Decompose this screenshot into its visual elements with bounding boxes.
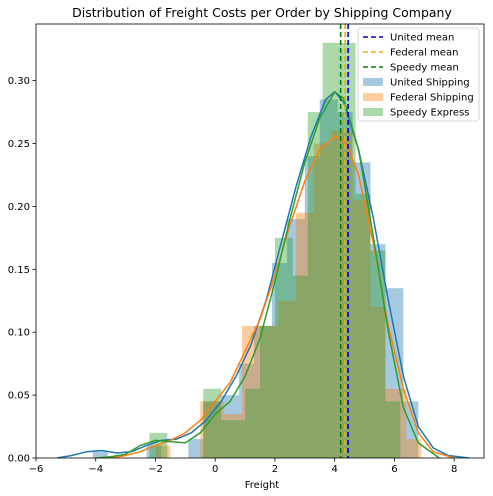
series-bars-1 [155, 130, 422, 458]
histogram-bar [221, 395, 240, 458]
histogram-bar [188, 439, 204, 458]
histogram-bar [370, 307, 386, 458]
x-tick-label: 8 [451, 464, 457, 475]
x-tick-label: 2 [272, 464, 278, 475]
histogram-bar [260, 325, 275, 458]
histogram-bar [295, 212, 314, 458]
histogram-bar [385, 401, 401, 458]
histogram-bar [221, 420, 246, 458]
histogram-bar [286, 218, 305, 458]
legend-label: Speedy mean [390, 63, 459, 74]
plot-area [56, 24, 470, 458]
histogram-bar [370, 244, 386, 458]
histogram-bar [242, 325, 258, 458]
histogram-bar [274, 237, 293, 458]
x-tick-label: 6 [391, 464, 397, 475]
y-tick-label: 0.30 [8, 76, 30, 87]
histogram-bar [254, 325, 272, 458]
histogram-bar [319, 99, 338, 458]
histogram-bar [155, 445, 171, 458]
y-tick-label: 0.05 [8, 391, 30, 402]
legend-label: Federal Shipping [390, 93, 474, 104]
histogram-bar [224, 413, 243, 458]
x-axis-label: Freight [245, 480, 280, 491]
histogram-bar [203, 401, 222, 458]
y-tick-label: 0.25 [8, 139, 30, 150]
axes: −6 −4 −2 0 2 4 6 8 0.00 0.05 0.10 0.15 0.20 0.25 0.30 [8, 23, 485, 475]
x-tick-label: −4 [88, 464, 103, 475]
histogram-bar [313, 143, 332, 458]
histogram-bar [385, 388, 407, 458]
x-tick-label: 0 [212, 464, 218, 475]
histogram-bar [370, 250, 386, 458]
histogram-bar [406, 439, 422, 458]
x-tick-label: −2 [148, 464, 163, 475]
histogram-bar [200, 401, 225, 458]
histogram-bar [322, 42, 341, 458]
histogram-bar [239, 363, 255, 458]
legend: United mean Federal mean Speedy mean United… [357, 27, 480, 122]
histogram-bar [352, 162, 371, 458]
histogram-bar [292, 275, 308, 458]
legend-label: United Shipping [390, 78, 470, 89]
legend-swatch-patch [363, 78, 383, 86]
kde-curve-2 [95, 90, 440, 458]
histogram-bar [92, 451, 108, 458]
histogram-bar [355, 193, 371, 458]
histogram-bar [149, 432, 168, 458]
histogram-bar [245, 388, 260, 458]
legend-box [357, 27, 480, 122]
y-tick-label: 0.10 [8, 328, 30, 339]
legend-swatch-patch [363, 108, 383, 116]
y-tick-label: 0.00 [8, 454, 30, 465]
chart-title: Distribution of Freight Costs per Order … [72, 5, 452, 20]
histogram-bar [307, 112, 323, 458]
histogram-bar [257, 325, 278, 458]
series-bars-0 [92, 99, 419, 458]
x-tick-label: 4 [331, 464, 337, 475]
histogram-bar [271, 263, 287, 458]
legend-label: Speedy Express [390, 108, 470, 119]
histogram-bar [277, 300, 296, 458]
histogram-bar [304, 156, 320, 458]
histogram-bar [146, 445, 162, 458]
y-tick-label: 0.15 [8, 265, 30, 276]
legend-swatch-patch [363, 93, 383, 101]
histogram-bar [203, 388, 222, 458]
x-tick-label: −6 [29, 464, 44, 475]
histogram-bar [352, 200, 371, 458]
legend-label: Federal mean [390, 48, 458, 59]
y-tick-label: 0.20 [8, 202, 30, 213]
axes-frame [35, 23, 485, 459]
legend-label: United mean [390, 33, 454, 44]
